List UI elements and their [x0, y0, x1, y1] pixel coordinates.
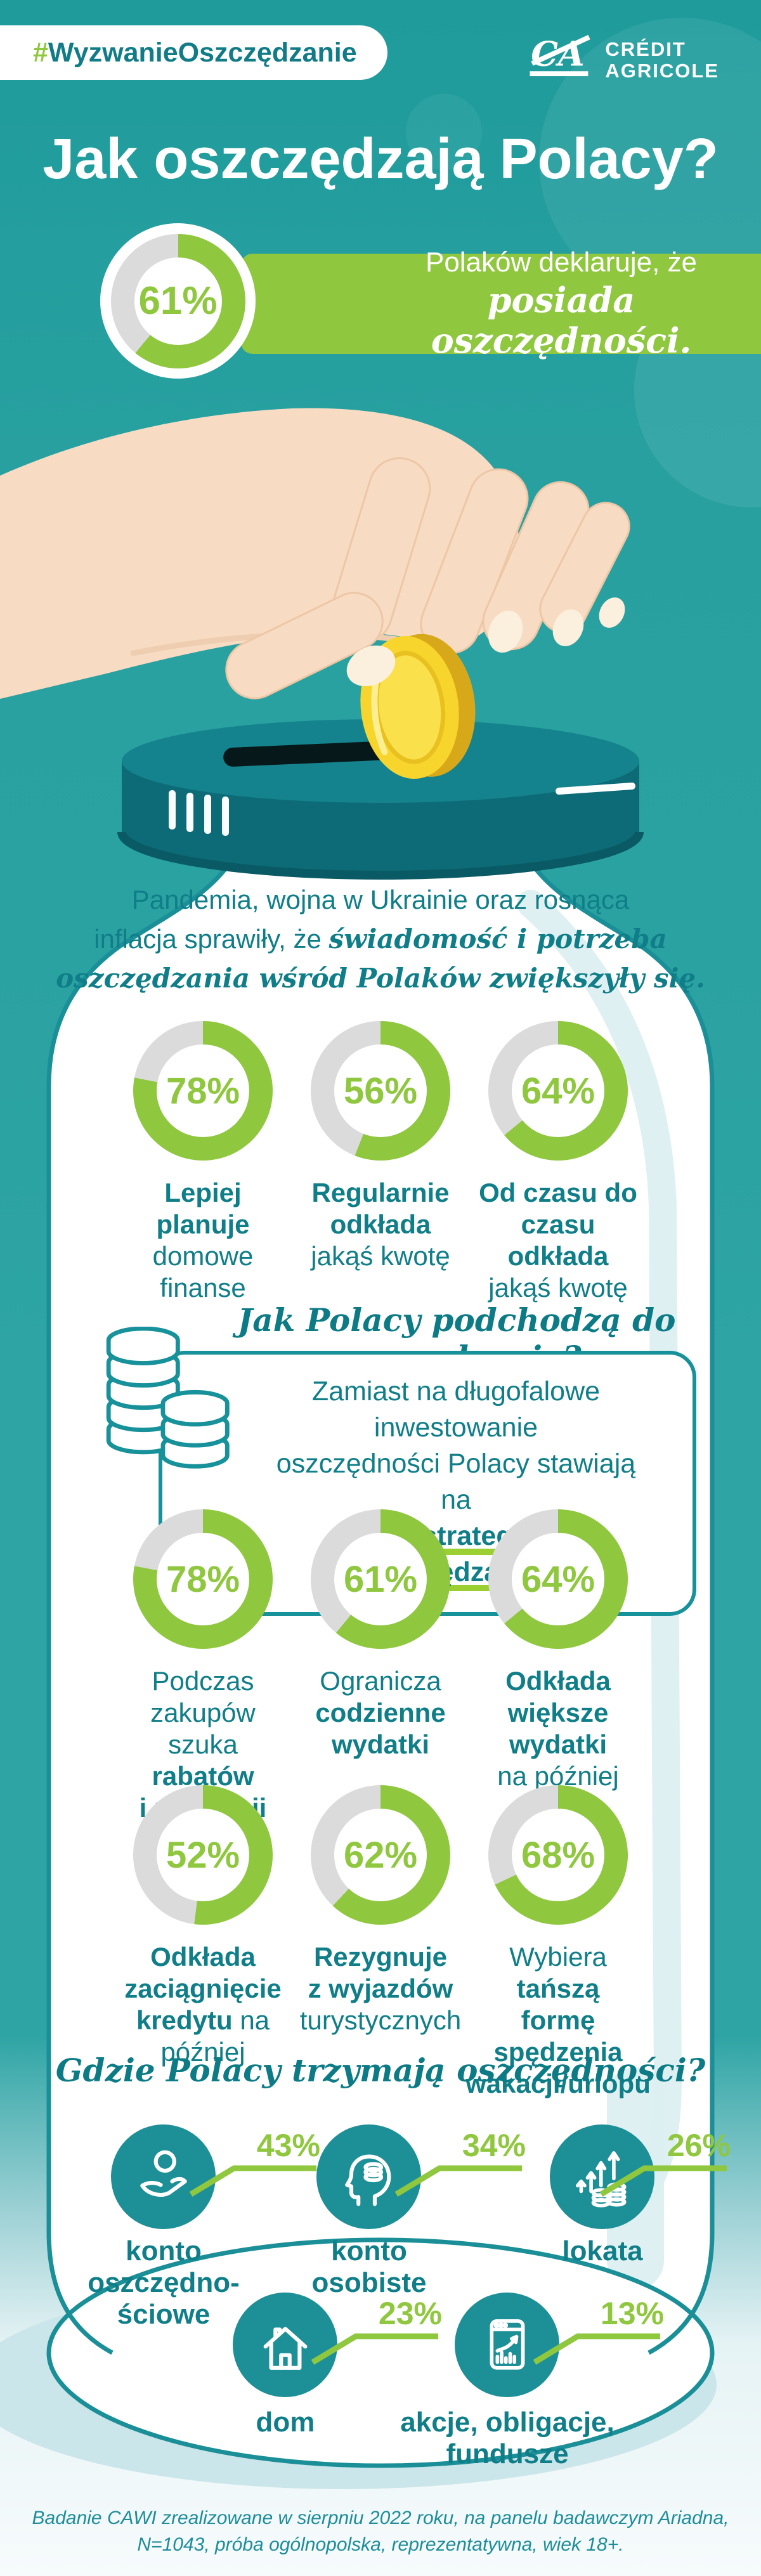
where-circle-personal: [316, 2124, 421, 2229]
ca-monogram-underline: [530, 71, 589, 77]
micro-item: 61% Ogranicza codzienne wydatki: [292, 1509, 469, 1824]
donut-label: Od czasu do czasu odkłada jakąś kwotę: [479, 1178, 637, 1303]
micro-item: 68% Wybiera tańszą formę spędzenia wakac…: [465, 1785, 651, 2100]
hero-text-script: posiada oszczędności.: [431, 279, 692, 361]
micro-item: 78% Podczas zakupów szuka rabatów i prom…: [114, 1509, 292, 1824]
stocks-chart-icon: [490, 2319, 524, 2370]
callout-line: [311, 2333, 438, 2365]
where-label-deposit: lokata: [562, 2235, 643, 2267]
thumbnail: [346, 645, 396, 687]
savings-jar: Pandemia, wojna w Ukrainie oraz rosnąca …: [23, 812, 738, 2476]
intro-regular: Pandemia, wojna w Ukrainie oraz rosnąca …: [94, 885, 630, 954]
awareness-item: 56% Regularnie odkłada jakąś kwotę: [292, 1021, 469, 1304]
where-circle-deposit: [550, 2124, 654, 2229]
micro-item: 64% Odkłada większe wydatki na później: [469, 1509, 647, 1824]
hero-banner: Polaków deklaruje, że posiada oszczędnoś…: [241, 247, 761, 361]
where-circle-savings: [111, 2124, 216, 2229]
donut-label: Lepiej planuje domowe finanse: [152, 1178, 254, 1303]
donut-label: Odkłada zaciągnięcie kredytu na później: [124, 1942, 282, 2067]
hashtag-text: WyzwanieOszczędzanie: [48, 37, 357, 68]
callout-line: [394, 2165, 522, 2197]
hand-illustration: [0, 408, 630, 699]
donut-chart-64: 64%: [488, 1021, 628, 1161]
donut-chart-56: 56%: [311, 1021, 450, 1161]
fingernail: [599, 597, 625, 628]
intro-paragraph: Pandemia, wojna w Ukrainie oraz rosnąca …: [23, 880, 738, 998]
where-circle-home: [233, 2293, 337, 2397]
credit-agricole-logo: CA CRÉDIT AGRICOLE: [528, 29, 719, 82]
micro-donut-row-1: 78% Podczas zakupów szuka rabatów i prom…: [23, 1509, 738, 1824]
where-pct-home: 23%: [309, 2298, 442, 2365]
callout-line: [533, 2333, 660, 2365]
donut-chart-61b: 61%: [311, 1509, 450, 1649]
where-label-home: dom: [256, 2407, 315, 2438]
donut-chart-68: 68%: [488, 1785, 628, 1925]
fingernail: [488, 610, 523, 653]
where-label-personal: konto osobiste: [311, 2235, 427, 2298]
hero-text-regular: Polaków deklaruje, że: [425, 246, 697, 278]
hashtag-badge: # WyzwanieOszczędzanie: [0, 25, 387, 80]
approach-box-regular: Zamiast na długofalowe inwestowanie oszc…: [276, 1376, 636, 1515]
personal-account-icon: [344, 2154, 391, 2206]
where-pct-stocks: 13%: [531, 2298, 664, 2365]
where-label-savings: konto oszczędno- ściowe: [88, 2235, 240, 2330]
donut-label: Ogranicza codzienne wydatki: [315, 1666, 446, 1759]
jar-lid: [117, 719, 644, 880]
ca-monogram-slash: [531, 34, 591, 66]
where-pct-personal: 34%: [393, 2130, 526, 2197]
intro-script: świadomość i potrzeba oszczędzania wśród…: [56, 923, 705, 994]
awareness-item: 78% Lepiej planuje domowe finanse: [114, 1021, 292, 1304]
callout-line: [599, 2165, 727, 2197]
survey-footnote: Badanie CAWI zrealizowane w sierpniu 202…: [0, 2505, 761, 2558]
fingernail: [552, 609, 584, 646]
awareness-donut-row: 78% Lepiej planuje domowe finanse 56% Re…: [23, 1021, 738, 1304]
donut-label: Regularnie odkłada jakąś kwotę: [311, 1178, 450, 1271]
hero-donut-value: 61%: [138, 279, 218, 323]
where-pct-deposit: 26%: [597, 2130, 731, 2197]
hero-donut-chart: 61%: [100, 223, 256, 379]
footnote-line2: N=1043, próba ogólnopolska, reprezentaty…: [137, 2534, 624, 2555]
donut-label: Wybiera tańszą formę spędzenia wakacji/u…: [465, 1942, 651, 2098]
footnote-line1: Badanie CAWI zrealizowane w sierpniu 202…: [32, 2508, 729, 2528]
awareness-item: 64% Od czasu do czasu odkłada jakąś kwot…: [469, 1021, 647, 1304]
micro-donut-row-2: 52% Odkłada zaciągnięcie kredytu na późn…: [23, 1785, 738, 2100]
where-section-header: Gdzie Polacy trzymają oszczędności?: [55, 2052, 706, 2089]
micro-item: 62% Rezygnuje z wyjazdów turystycznych: [292, 1785, 469, 2100]
micro-item: 52% Odkłada zaciągnięcie kredytu na późn…: [114, 1785, 292, 2100]
donut-chart-78: 78%: [133, 1021, 273, 1161]
thumb: [225, 592, 396, 699]
brand-name-line2: AGRICOLE: [605, 60, 719, 82]
home-icon: [263, 2326, 307, 2370]
decor-bubble: [406, 94, 482, 170]
savings-account-icon: [140, 2150, 187, 2197]
hero-donut-ring: 61%: [110, 233, 245, 368]
page-title: Jak oszczędzają Polacy?: [42, 127, 719, 191]
brand-name: CRÉDIT AGRICOLE: [605, 37, 719, 82]
where-circle-stocks: [455, 2293, 559, 2397]
hashtag-symbol: #: [33, 37, 48, 68]
where-label-stocks: akcje, obligacje, fundusze: [400, 2407, 615, 2469]
donut-chart-62: 62%: [311, 1785, 450, 1925]
donut-chart-52: 52%: [133, 1785, 273, 1925]
brand-name-line1: CRÉDIT: [605, 37, 686, 60]
callout-line: [189, 2165, 316, 2197]
where-section: 43% konto oszczędno- ściowe 34% konto os…: [23, 2118, 738, 2469]
jar-base-rim: [46, 2237, 715, 2468]
donut-chart-64b: 64%: [488, 1509, 628, 1649]
donut-label: Rezygnuje z wyjazdów turystycznych: [299, 1942, 462, 2035]
donut-chart-78b: 78%: [133, 1509, 273, 1649]
donut-label: Odkłada większe wydatki na później: [497, 1666, 619, 1791]
ca-monogram-icon: CA: [530, 34, 591, 77]
where-pct-savings: 43%: [187, 2130, 320, 2197]
coin-stacks-icon: [106, 1327, 230, 1469]
deposit-growth-icon: [575, 2150, 627, 2208]
hand-coin-lid-illustration: [0, 408, 644, 880]
